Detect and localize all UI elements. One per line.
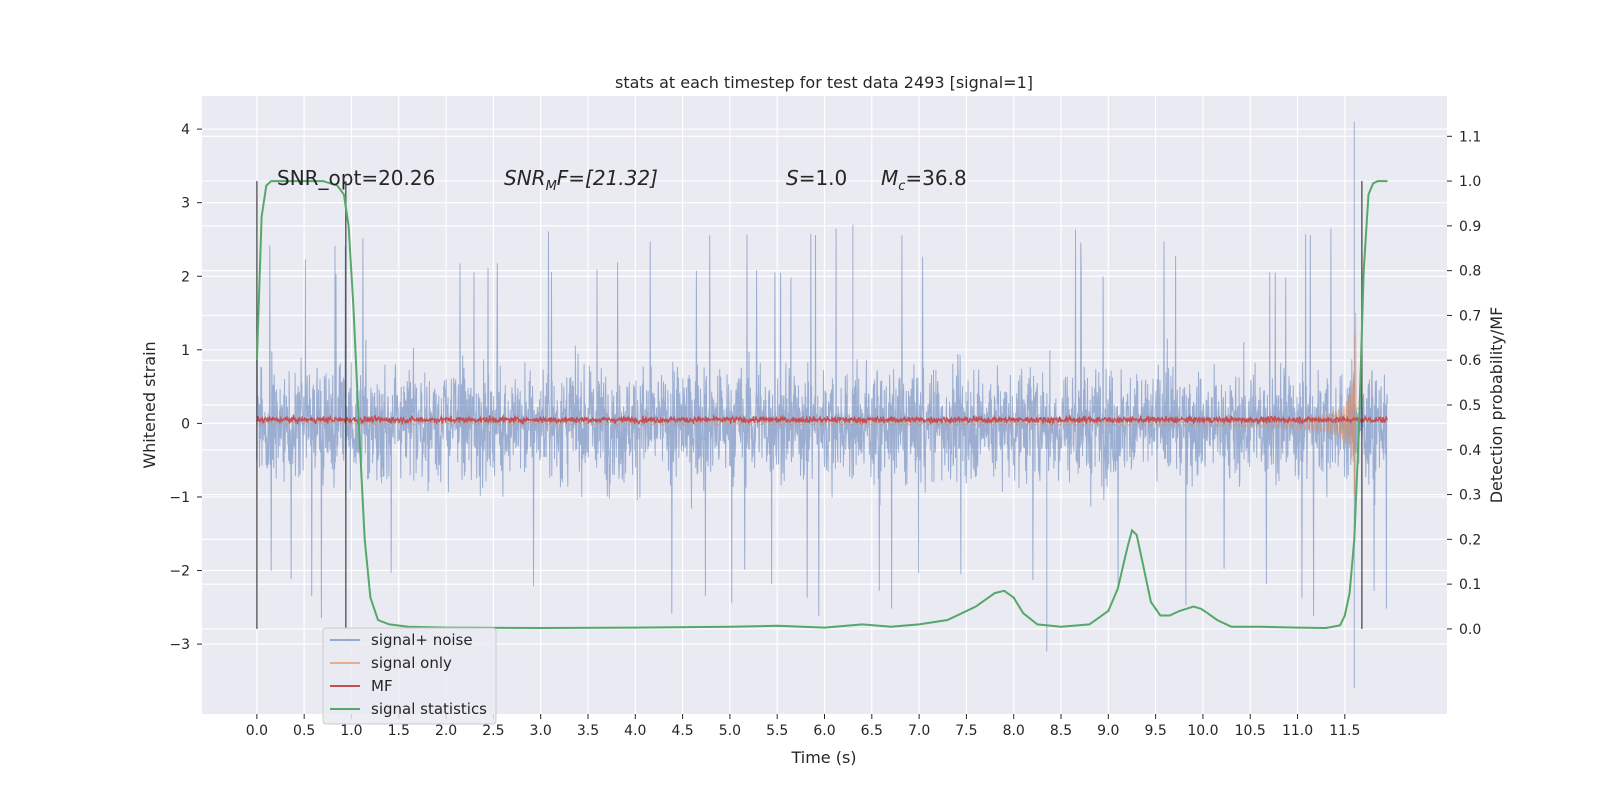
x-axis-ticks: 0.0 0.5 1.0 1.5 2.0 2.5 3.0 3.5 4.0 4.5 5.0 5.5 6.0 6… (246, 714, 1360, 739)
x-tick-label: 9.0 (1097, 723, 1119, 739)
x-tick-label: 7.5 (955, 723, 977, 739)
y-right-tick-label: 0.1 (1459, 577, 1481, 593)
y-right-tick-label: 0.0 (1459, 622, 1481, 638)
x-tick-label: 8.5 (1050, 723, 1072, 739)
x-tick-label: 2.5 (482, 723, 504, 739)
signal-noise-line (256, 121, 1388, 689)
x-tick-label: 1.0 (340, 723, 362, 739)
legend-label-mf: MF (371, 677, 393, 695)
y-right-axis-ticks: 0.0 0.1 0.2 0.3 0.4 0.5 0.6 0.7 0.8 0.9 1.0 1.1 (1447, 129, 1481, 638)
x-tick-label: 10.0 (1187, 723, 1218, 739)
x-tick-label: 3.5 (577, 723, 599, 739)
x-tick-label: 4.0 (624, 723, 646, 739)
annotation-snr-mf-sub: M (546, 179, 557, 194)
annotation-s-rest: =1.0 (799, 166, 848, 190)
x-tick-label: 0.0 (246, 723, 268, 739)
signal-statistics-series (255, 180, 1388, 630)
y-left-tick-label: −1 (169, 490, 190, 506)
x-tick-label: 5.0 (719, 723, 741, 739)
x-tick-label: 4.5 (671, 723, 693, 739)
annotation-mc: Mc=36.8 (881, 166, 967, 194)
y-right-tick-label: 0.7 (1459, 308, 1481, 324)
mf-line (256, 413, 1388, 426)
signal-statistics-line (255, 180, 1388, 630)
y-right-tick-label: 1.1 (1459, 129, 1481, 145)
chart-title: stats at each timestep for test data 249… (615, 73, 1033, 92)
y-right-tick-label: 0.9 (1459, 219, 1481, 235)
y-left-axis-ticks: −3 −2 −1 0 1 2 3 4 (169, 122, 202, 653)
annotation-mc-var: M (881, 166, 898, 190)
y-right-tick-label: 0.6 (1459, 353, 1481, 369)
y-right-axis-label: Detection probability/MF (1487, 307, 1506, 504)
x-tick-label: 6.0 (813, 723, 835, 739)
x-tick-label: 7.0 (908, 723, 930, 739)
legend-label-signal-statistics: signal statistics (371, 700, 487, 718)
x-tick-label: 9.5 (1144, 723, 1166, 739)
legend-label-signal-noise: signal+ noise (371, 631, 473, 649)
signal-noise-series (256, 121, 1388, 689)
y-left-tick-label: −2 (169, 564, 190, 580)
y-right-tick-label: 0.8 (1459, 264, 1481, 280)
y-left-tick-label: 2 (181, 269, 190, 285)
x-tick-label: 5.5 (766, 723, 788, 739)
x-axis-label: Time (s) (790, 748, 856, 767)
annotation-mc-rest: =36.8 (905, 166, 966, 190)
annotation-snr-mf-main: SNR (504, 166, 546, 190)
annotation-mc-sub: c (898, 179, 905, 194)
annotation-snr-mf: SNRMF=[21.32] (504, 166, 658, 194)
x-tick-label: 0.5 (293, 723, 315, 739)
plot-area (255, 121, 1388, 689)
y-right-tick-label: 0.3 (1459, 488, 1481, 504)
x-tick-label: 2.0 (435, 723, 457, 739)
vertical-markers (256, 181, 1363, 629)
mf-series (256, 413, 1388, 426)
x-tick-label: 6.5 (861, 723, 883, 739)
legend-label-signal-only: signal only (371, 654, 452, 672)
annotation-snr-opt: SNR_opt=20.26 (277, 166, 435, 190)
x-tick-label: 3.0 (530, 723, 552, 739)
annotation-snr-mf-rest: F=[21.32] (557, 166, 658, 190)
x-tick-label: 11.5 (1329, 723, 1360, 739)
y-left-axis-label: Whitened strain (140, 341, 159, 468)
y-left-tick-label: 0 (181, 416, 190, 432)
annotation-s: S=1.0 (786, 166, 847, 190)
y-right-tick-label: 0.2 (1459, 532, 1481, 548)
x-tick-label: 10.5 (1235, 723, 1266, 739)
y-right-tick-label: 1.0 (1459, 174, 1481, 190)
legend: signal+ noise signal only MF signal stat… (322, 627, 497, 725)
y-left-tick-label: 1 (181, 343, 190, 359)
y-right-tick-label: 0.4 (1459, 443, 1481, 459)
y-left-tick-label: 3 (181, 196, 190, 212)
annotation-s-var: S (786, 166, 799, 190)
x-tick-label: 1.5 (388, 723, 410, 739)
y-left-tick-label: −3 (169, 637, 190, 653)
x-tick-label: 8.0 (1003, 723, 1025, 739)
x-tick-label: 11.0 (1282, 723, 1313, 739)
y-right-tick-label: 0.5 (1459, 398, 1481, 414)
y-left-tick-label: 4 (181, 122, 190, 138)
legend-box (322, 627, 497, 725)
